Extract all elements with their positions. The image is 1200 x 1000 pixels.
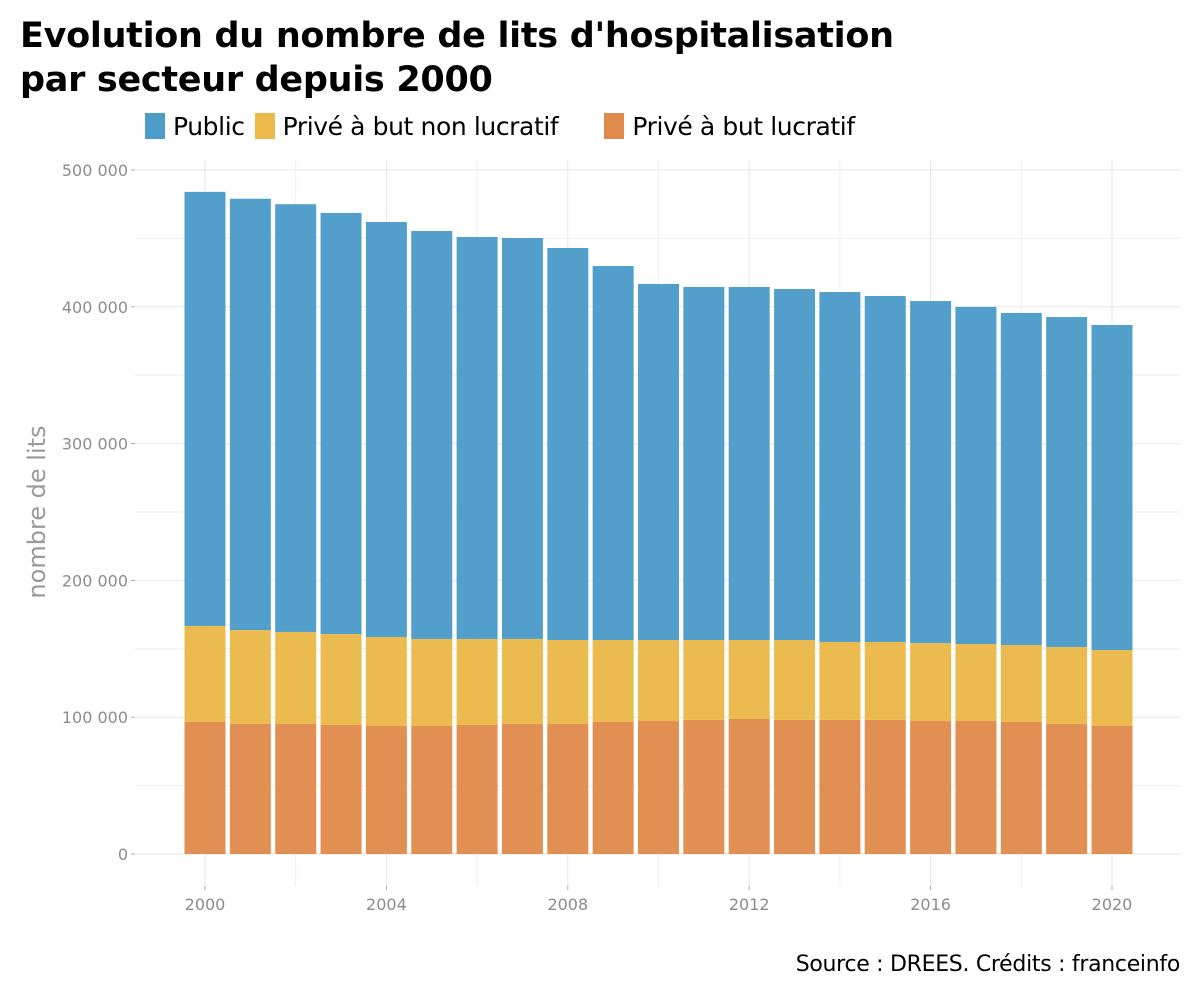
y-tick-label: 100 000 xyxy=(62,708,128,727)
bar-prive-a-but-non-lucratif-2017 xyxy=(955,644,997,722)
y-tick-label: 500 000 xyxy=(62,161,128,180)
x-axis: 2000 2004 2008 2012 2016 2020 xyxy=(185,886,1133,914)
source-credit: Source : DREES. Crédits : franceinfo xyxy=(795,952,1181,977)
legend-item-prive-lucratif: Privé à but lucratif xyxy=(604,111,855,141)
bar-prive-a-but-lucratif-2000 xyxy=(184,721,226,854)
bar-public-2001 xyxy=(229,198,271,631)
bar-prive-a-but-non-lucratif-2018 xyxy=(1000,644,1042,722)
bar-prive-a-but-lucratif-2001 xyxy=(229,724,271,854)
bar-prive-a-but-lucratif-2018 xyxy=(1000,721,1042,854)
legend-item-prive-non-lucratif: Privé à but non lucratif xyxy=(254,111,559,141)
bar-prive-a-but-non-lucratif-2006 xyxy=(456,638,498,725)
bar-prive-a-but-non-lucratif-2016 xyxy=(910,643,952,722)
chart-title-line-2: par secteur depuis 2000 xyxy=(20,60,493,100)
bar-prive-a-but-lucratif-2020 xyxy=(1091,725,1133,854)
y-tick-label: 400 000 xyxy=(62,298,128,317)
bar-prive-a-but-lucratif-2015 xyxy=(864,719,906,854)
y-axis-label: nombre de lits xyxy=(23,425,51,598)
bar-prive-a-but-non-lucratif-2003 xyxy=(320,634,362,725)
bar-prive-a-but-non-lucratif-2002 xyxy=(275,631,317,725)
bar-public-2004 xyxy=(365,221,407,638)
bar-public-2019 xyxy=(1046,317,1088,648)
bar-public-2012 xyxy=(728,286,770,641)
bar-public-2013 xyxy=(774,289,816,641)
bar-prive-a-but-lucratif-2002 xyxy=(275,724,317,854)
legend-item-public: Public xyxy=(145,112,245,141)
x-tick-label: 2016 xyxy=(910,895,951,914)
bar-prive-a-but-lucratif-2011 xyxy=(683,719,725,854)
bar-prive-a-but-non-lucratif-2019 xyxy=(1046,647,1088,725)
legend-label-prive-lucratif: Privé à but lucratif xyxy=(632,111,855,141)
y-tick-label: 0 xyxy=(118,845,128,864)
bar-prive-a-but-non-lucratif-2001 xyxy=(229,630,271,725)
bar-public-2006 xyxy=(456,237,498,639)
bar-prive-a-but-lucratif-2006 xyxy=(456,724,498,854)
chart-title: Evolution du nombre de lits d'hospitalis… xyxy=(20,14,894,102)
x-tick-label: 2020 xyxy=(1092,895,1133,914)
bar-public-2007 xyxy=(501,237,543,639)
bar-public-2011 xyxy=(683,286,725,641)
bar-prive-a-but-non-lucratif-2010 xyxy=(638,640,679,722)
bar-public-2016 xyxy=(910,301,952,644)
legend-label-public: Public xyxy=(173,111,245,141)
bars xyxy=(184,191,1133,854)
legend-swatch-public xyxy=(145,113,165,139)
bar-public-2003 xyxy=(320,212,362,635)
bar-prive-a-but-non-lucratif-2013 xyxy=(774,640,816,720)
bar-prive-a-but-non-lucratif-2015 xyxy=(864,641,906,720)
bar-prive-a-but-non-lucratif-2011 xyxy=(683,640,725,720)
legend-label-prive-non-lucratif: Privé à but non lucratif xyxy=(282,111,559,141)
bar-public-2020 xyxy=(1091,324,1133,651)
bar-prive-a-but-non-lucratif-2012 xyxy=(728,640,770,719)
bar-prive-a-but-non-lucratif-2014 xyxy=(819,641,861,720)
y-tick-label: 300 000 xyxy=(62,435,128,454)
bar-prive-a-but-non-lucratif-2005 xyxy=(411,638,453,726)
bar-public-2000 xyxy=(184,191,226,626)
bar-public-2002 xyxy=(275,204,317,632)
bar-prive-a-but-lucratif-2014 xyxy=(819,719,861,854)
y-tick-label: 200 000 xyxy=(62,571,128,590)
bar-prive-a-but-lucratif-2003 xyxy=(320,724,362,854)
bar-prive-a-but-lucratif-2013 xyxy=(774,719,816,854)
legend-swatch-prive-non-lucratif xyxy=(254,113,275,139)
bar-prive-a-but-lucratif-2017 xyxy=(955,721,997,854)
bar-public-2010 xyxy=(638,283,679,641)
bar-public-2017 xyxy=(955,306,997,645)
x-tick-label: 2012 xyxy=(729,895,770,914)
y-axis: 0 100 000 200 000 300 000 400 000 500 000 xyxy=(62,161,135,864)
x-tick-label: 2000 xyxy=(185,895,226,914)
x-tick-label: 2008 xyxy=(547,895,588,914)
bar-prive-a-but-lucratif-2012 xyxy=(728,718,770,854)
legend: Public Privé à but non lucratif Privé à … xyxy=(145,108,865,144)
bar-prive-a-but-lucratif-2004 xyxy=(365,725,407,854)
bar-prive-a-but-non-lucratif-2009 xyxy=(592,640,634,722)
legend-swatch-prive-lucratif xyxy=(604,113,625,139)
bar-prive-a-but-non-lucratif-2020 xyxy=(1091,650,1133,726)
bar-prive-a-but-non-lucratif-2008 xyxy=(547,640,589,725)
bar-public-2014 xyxy=(819,292,861,642)
bar-prive-a-but-lucratif-2009 xyxy=(592,721,634,854)
bar-public-2018 xyxy=(1000,312,1042,645)
bar-prive-a-but-lucratif-2016 xyxy=(910,721,952,854)
bar-prive-a-but-lucratif-2019 xyxy=(1046,724,1088,854)
bar-public-2009 xyxy=(592,266,634,641)
x-tick-label: 2004 xyxy=(366,895,407,914)
bar-prive-a-but-non-lucratif-2000 xyxy=(184,625,226,722)
bar-prive-a-but-lucratif-2010 xyxy=(638,721,679,854)
chart-title-line-1: Evolution du nombre de lits d'hospitalis… xyxy=(20,16,894,56)
bar-public-2005 xyxy=(411,231,453,639)
bar-public-2015 xyxy=(864,295,906,642)
bar-prive-a-but-lucratif-2007 xyxy=(501,724,543,854)
bar-prive-a-but-non-lucratif-2007 xyxy=(501,638,543,725)
bar-prive-a-but-lucratif-2005 xyxy=(411,725,453,854)
bar-prive-a-but-lucratif-2008 xyxy=(547,724,589,854)
bar-prive-a-but-non-lucratif-2004 xyxy=(365,637,407,726)
bar-public-2008 xyxy=(547,247,589,641)
